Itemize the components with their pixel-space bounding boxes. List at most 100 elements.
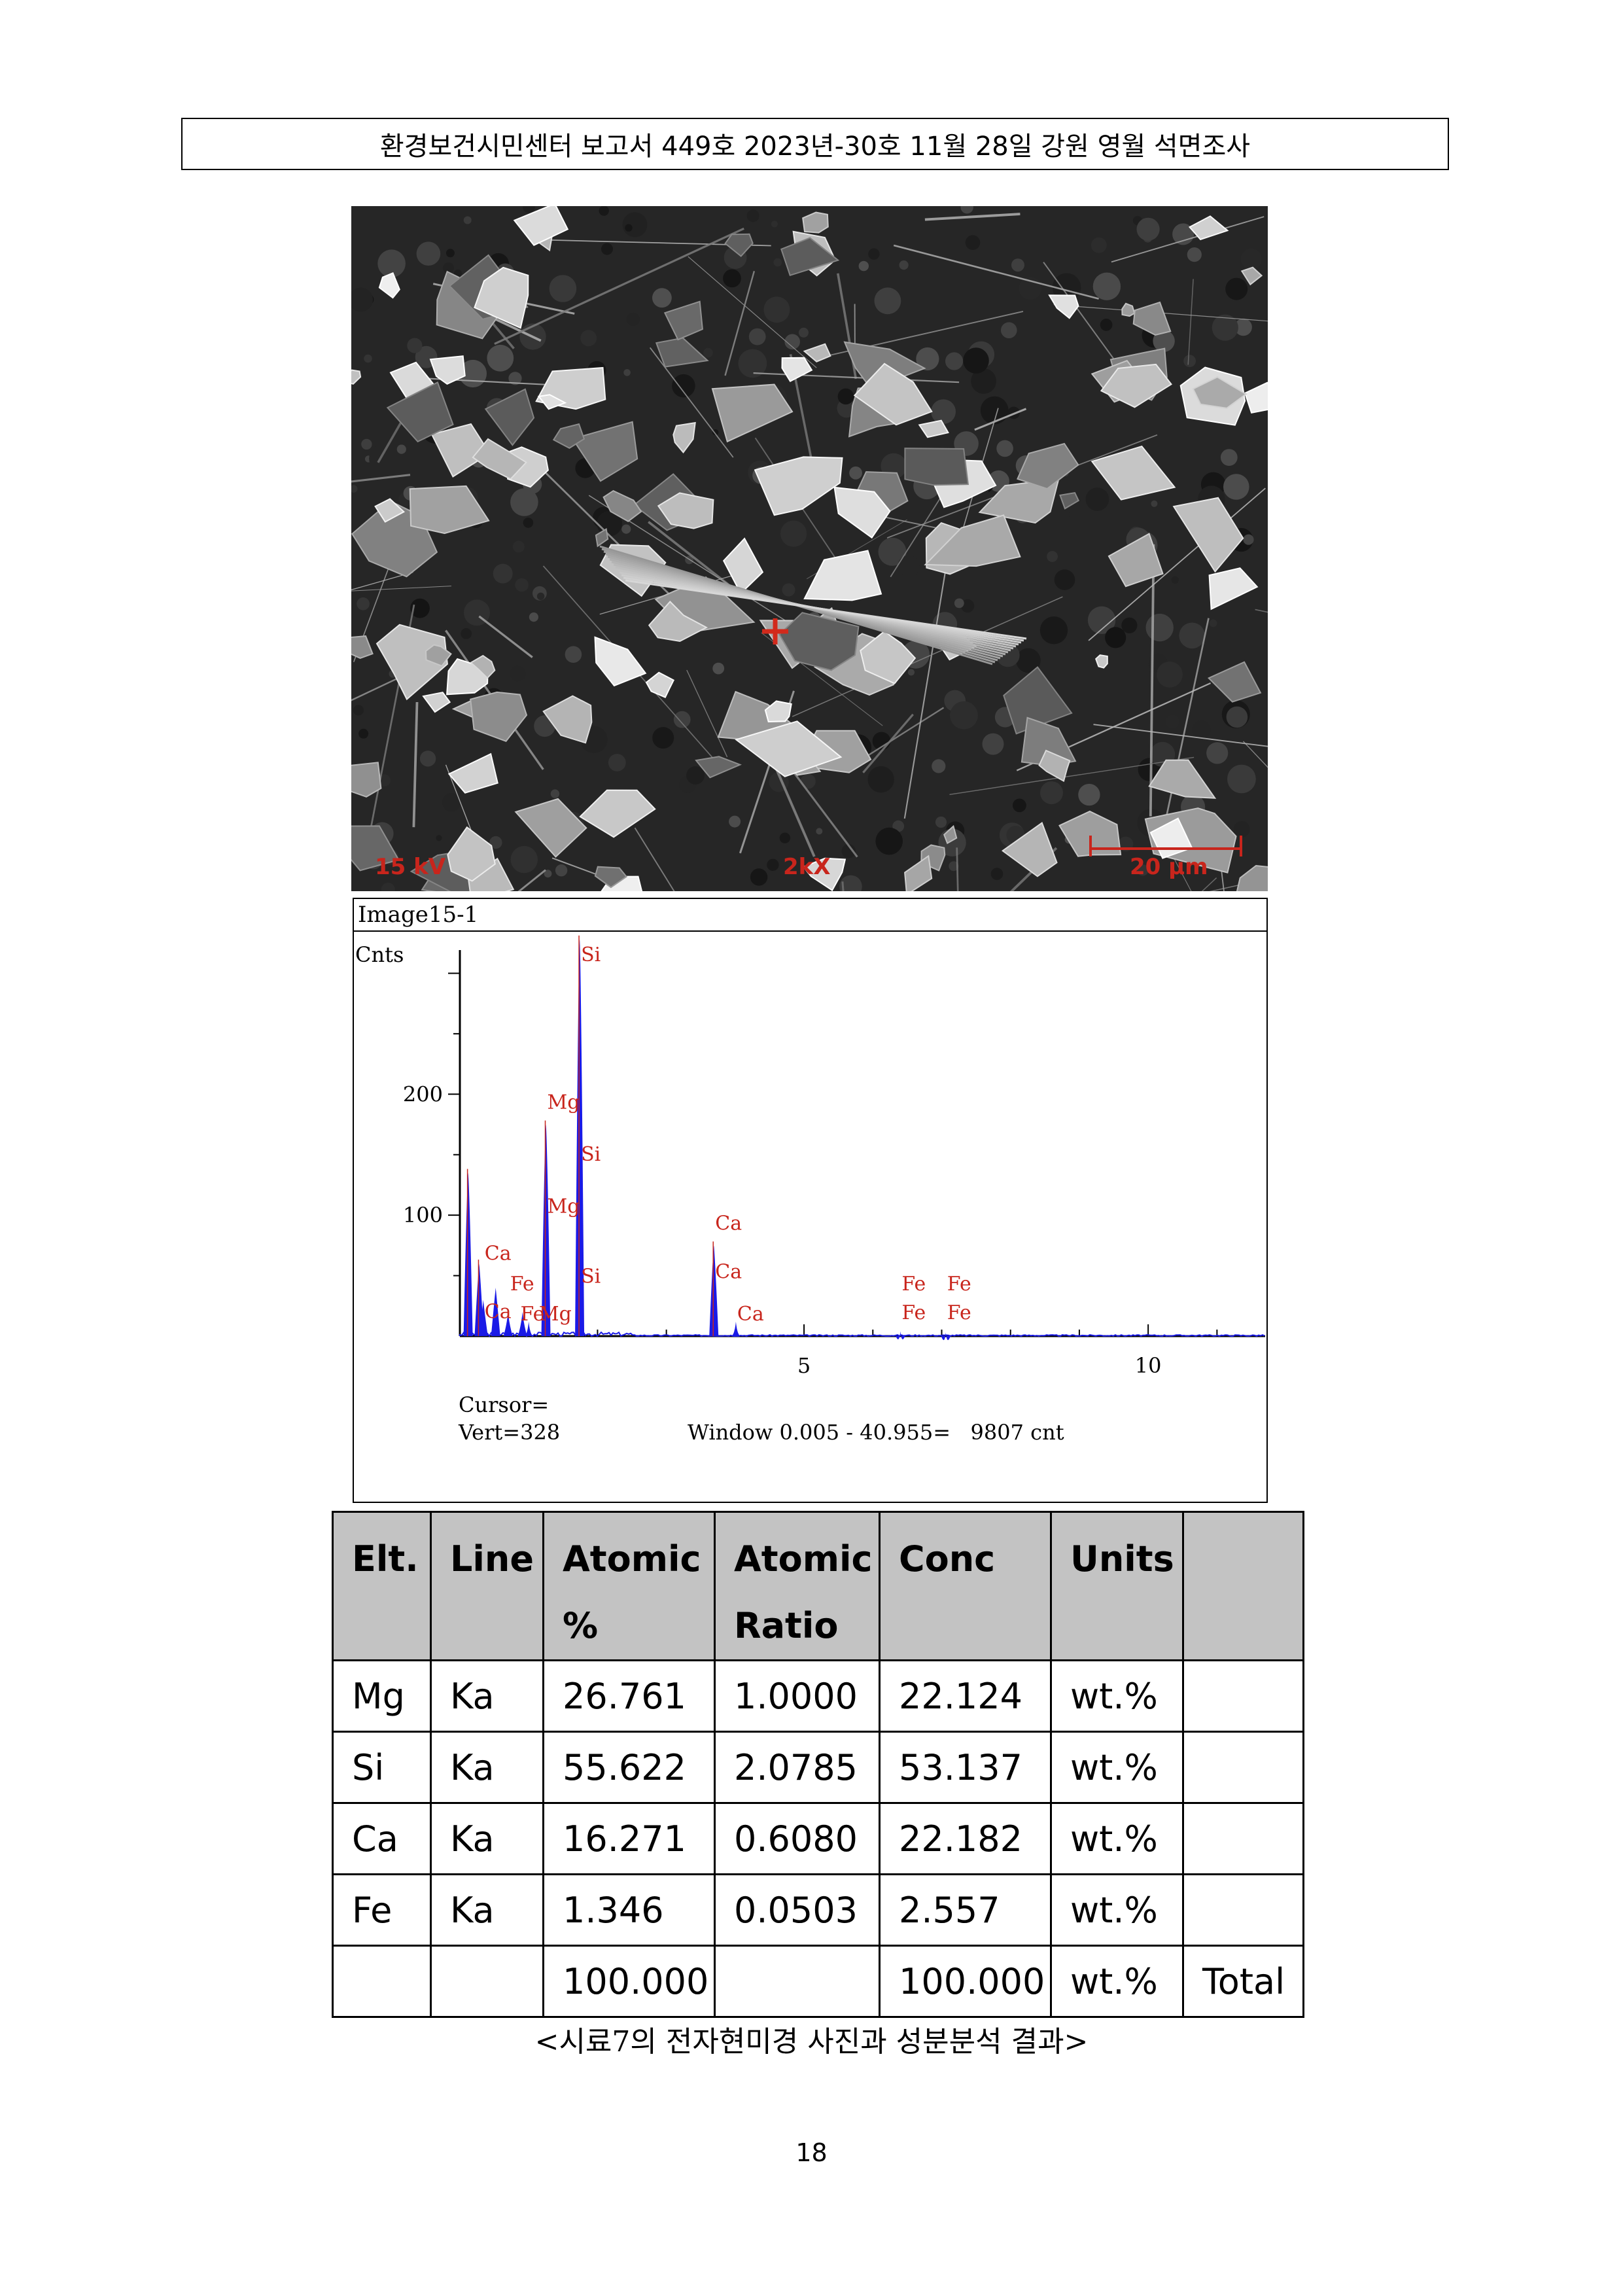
- sem-grain: [1223, 474, 1249, 500]
- sem-grain: [931, 399, 956, 424]
- eds-peak: [575, 939, 585, 1336]
- cell-units: wt.%: [1050, 1731, 1184, 1804]
- sem-grain: [1011, 258, 1024, 272]
- sem-grain: [565, 646, 582, 663]
- cell-element: Si: [332, 1731, 432, 1804]
- sem-grain: [763, 296, 790, 323]
- cell-element: Ca: [332, 1802, 432, 1875]
- sem-particle: [803, 550, 882, 601]
- table-header-row: Elt. Line Atomic% Atomic Ratio Conc Units: [332, 1511, 1304, 1661]
- eds-window-label: Window 0.005 - 40.955= 9807 cnt: [688, 1420, 1064, 1445]
- sem-grain: [1100, 319, 1113, 331]
- cell-units: wt.%: [1050, 1659, 1184, 1733]
- sem-grain: [1165, 715, 1179, 729]
- eds-element-label: Fe: [901, 1273, 926, 1296]
- sem-grain: [1013, 798, 1026, 813]
- sem-grain: [935, 816, 947, 828]
- sem-grain: [950, 701, 978, 730]
- sem-grain: [1171, 576, 1179, 584]
- cell-extra: [1182, 1659, 1304, 1733]
- cell-conc: 22.124: [879, 1659, 1052, 1733]
- sem-grain: [867, 766, 894, 793]
- sem-grain: [1137, 864, 1149, 876]
- header-conc: Conc: [879, 1511, 1052, 1661]
- sem-grain: [510, 488, 538, 516]
- sem-fiber: [686, 669, 728, 758]
- sem-particle: [425, 644, 452, 667]
- sem-grain: [529, 612, 538, 622]
- sem-grain: [357, 597, 370, 610]
- sem-grain: [800, 773, 816, 789]
- sem-grain: [748, 328, 766, 345]
- sem-grain: [523, 206, 535, 213]
- sem-grain: [1226, 706, 1248, 728]
- eds-x-tick-label: 10: [1135, 1353, 1162, 1378]
- sem-grain: [949, 861, 959, 872]
- sem-grain: [489, 836, 502, 849]
- sem-fiber: [351, 586, 451, 592]
- sem-particle: [780, 237, 840, 277]
- sem-particle: [724, 233, 754, 257]
- header-atomic-ratio: Atomic Ratio: [714, 1511, 881, 1661]
- table-row-total: 100.000 100.000 wt.% Total: [332, 1945, 1304, 2018]
- sem-fiber: [1053, 304, 1268, 322]
- sem-grain: [703, 347, 713, 358]
- sem-particle: [735, 720, 843, 777]
- cell-atomic-percent: 1.346: [542, 1873, 716, 1947]
- eds-vert-label: Vert=328: [459, 1420, 561, 1445]
- header-atomic-percent: Atomic%: [542, 1511, 716, 1661]
- sem-grain: [899, 260, 909, 270]
- sem-grain: [712, 662, 725, 675]
- sem-micrograph-drawing: [351, 206, 1268, 891]
- sem-grain: [1212, 314, 1238, 341]
- sem-grain: [1001, 322, 1017, 338]
- eds-element-label: Fe: [947, 1301, 971, 1324]
- sem-grain: [1145, 613, 1174, 642]
- figure-caption: <시료7의 전자현미경 사진과 성분분석 결과>: [534, 2025, 1089, 2058]
- cell-units: wt.%: [1050, 1945, 1184, 2018]
- sem-fiber: [688, 256, 817, 368]
- sem-grain: [1040, 781, 1063, 805]
- table-row: Fe Ka 1.346 0.0503 2.557 wt.%: [332, 1873, 1304, 1947]
- sem-grain: [1209, 619, 1217, 627]
- sem-fiber: [648, 521, 734, 590]
- sem-particle: [803, 343, 831, 362]
- cell-atomic-ratio: 2.0785: [714, 1731, 881, 1804]
- sem-grain: [550, 789, 560, 798]
- table-row: Ca Ka 16.271 0.6080 22.182 wt.%: [332, 1802, 1304, 1875]
- sem-grain: [361, 438, 372, 450]
- eds-element-label: Ca: [485, 1300, 512, 1323]
- sem-particle: [474, 266, 529, 329]
- eds-element-label: Mg: [548, 1091, 580, 1114]
- sem-grain: [1179, 622, 1205, 649]
- sem-fiber: [974, 408, 1027, 431]
- sem-grain: [652, 288, 672, 308]
- sem-grain: [1153, 330, 1175, 352]
- sem-fiber: [1161, 618, 1210, 839]
- eds-y-tick-label: 200: [403, 1082, 443, 1106]
- sem-grain: [508, 372, 522, 385]
- eds-peak: [941, 1332, 951, 1341]
- cell-conc: 2.557: [879, 1873, 1052, 1947]
- sem-grain: [625, 224, 633, 232]
- sem-fiber: [1187, 279, 1194, 365]
- eds-peak: [896, 1331, 905, 1339]
- sem-grain: [1243, 534, 1254, 545]
- sem-grain: [461, 628, 472, 639]
- sem-grain: [1085, 487, 1109, 511]
- sem-grain: [623, 369, 631, 376]
- sem-particle: [514, 798, 587, 858]
- sem-grain: [622, 212, 648, 238]
- eds-peak: [503, 1312, 513, 1336]
- sem-particle: [595, 527, 609, 548]
- sem-grain: [729, 815, 741, 828]
- sem-particle: [1048, 294, 1079, 319]
- sem-particle: [1121, 302, 1136, 317]
- sem-grain: [442, 793, 461, 812]
- sem-particle: [386, 381, 454, 443]
- sem-particle: [860, 630, 916, 684]
- sem-grain: [608, 754, 626, 771]
- sem-grain: [410, 598, 430, 618]
- eds-y-tick-label: 100: [403, 1203, 443, 1227]
